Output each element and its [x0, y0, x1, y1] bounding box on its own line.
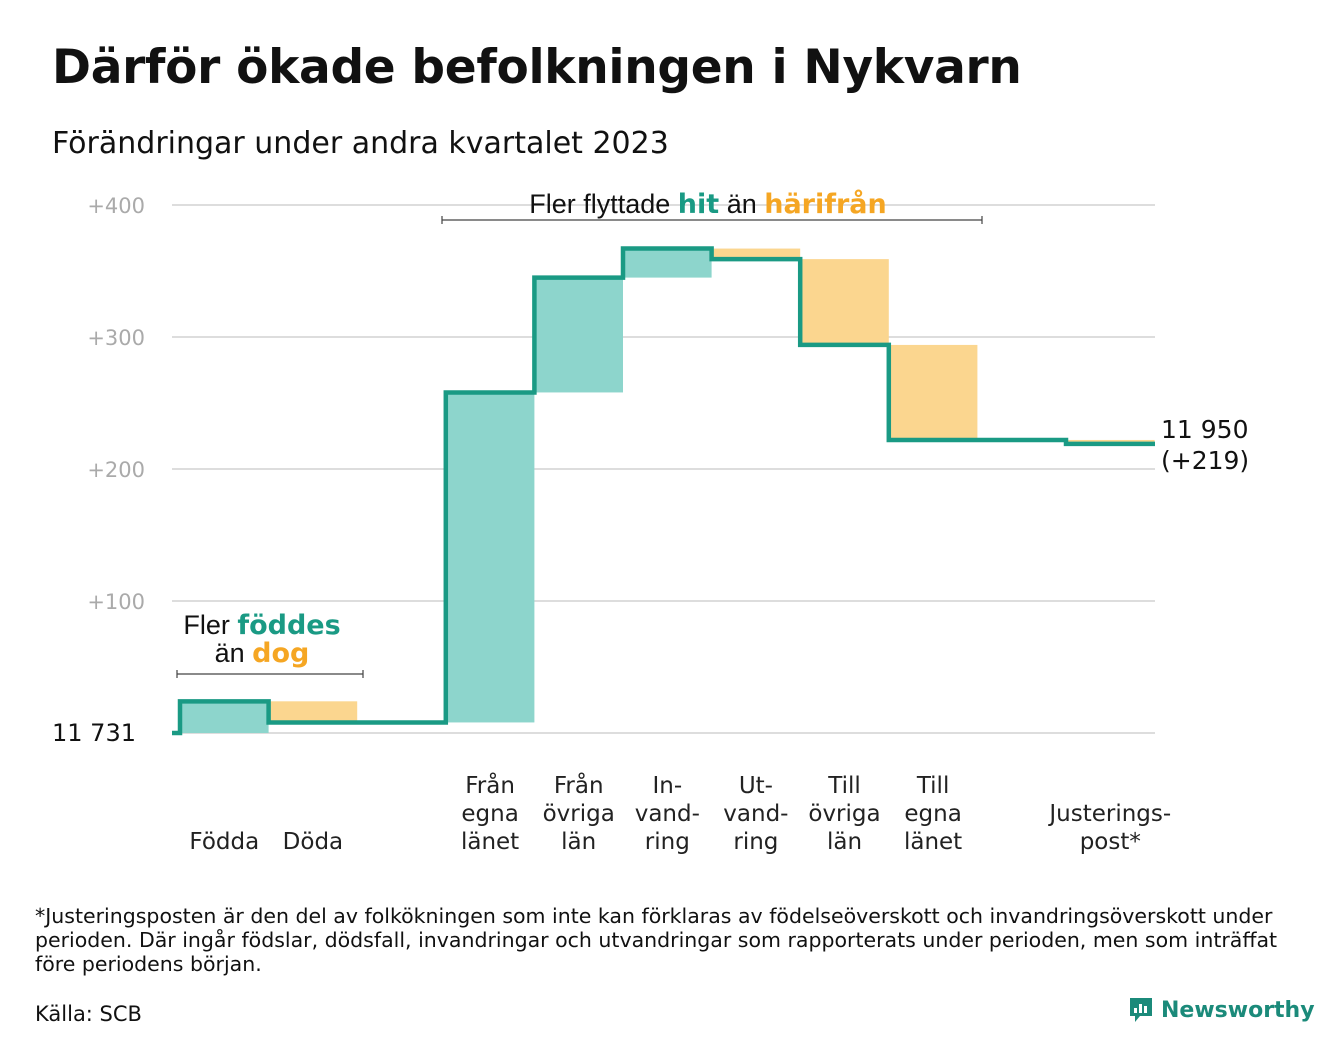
increase-bar: [445, 392, 535, 723]
category-label: län: [561, 829, 596, 855]
end-change-label: (+219): [1161, 446, 1249, 475]
category-label: Till: [916, 773, 950, 799]
increase-bar: [180, 701, 269, 733]
category-label: vand-: [635, 801, 700, 827]
category-label: Till: [827, 773, 861, 799]
category-label: Justerings-: [1047, 801, 1171, 827]
y-tick-label: +100: [87, 590, 145, 614]
start-value-label: 11 731: [52, 719, 136, 747]
newsworthy-icon: [1130, 998, 1152, 1022]
category-label: Från: [465, 771, 515, 799]
category-label: egna: [461, 801, 518, 827]
migration-annotation: Fler flyttade hit än härifrån: [529, 188, 887, 220]
category-label: länet: [904, 829, 962, 855]
category-label: post*: [1080, 829, 1141, 855]
chart-title: Därför ökade befolkningen i Nykvarn: [52, 40, 1022, 95]
category-label: vand-: [723, 801, 788, 827]
cumulative-step-line: [172, 246, 1155, 736]
category-label: ring: [645, 829, 690, 855]
increase-bar: [534, 277, 623, 393]
category-label: Födda: [189, 829, 259, 855]
footnote: *Justeringsposten är den del av folkökni…: [35, 904, 1278, 976]
births-annotation-line1: Fler föddes: [183, 610, 340, 641]
brand-logo[interactable]: Newsworthy: [1128, 996, 1315, 1024]
category-label: län: [827, 829, 862, 855]
category-label: övriga: [808, 801, 880, 827]
category-label: Ut-: [739, 773, 773, 799]
decrease-bar: [800, 259, 889, 345]
category-label: Döda: [283, 829, 343, 855]
y-tick-label: +200: [87, 458, 145, 482]
category-label: ring: [733, 829, 778, 855]
increase-bar: [623, 248, 712, 278]
decrease-bar: [268, 701, 358, 723]
y-tick-label: +400: [87, 194, 145, 218]
decrease-bar: [711, 248, 801, 260]
category-label: egna: [904, 801, 961, 827]
category-label: Från: [554, 771, 604, 799]
chart-subtitle: Förändringar under andra kvartalet 2023: [52, 126, 669, 161]
category-label: övriga: [543, 801, 615, 827]
category-label: länet: [461, 829, 519, 855]
brand-name: Newsworthy: [1161, 997, 1315, 1023]
births-annotation-line2: än dog: [215, 638, 310, 669]
category-label: In-: [652, 773, 682, 799]
end-value-label: 11 950: [1161, 415, 1248, 444]
source-label: Källa: SCB: [35, 1002, 142, 1026]
decrease-bar: [888, 344, 978, 440]
y-tick-label: +300: [87, 326, 145, 350]
